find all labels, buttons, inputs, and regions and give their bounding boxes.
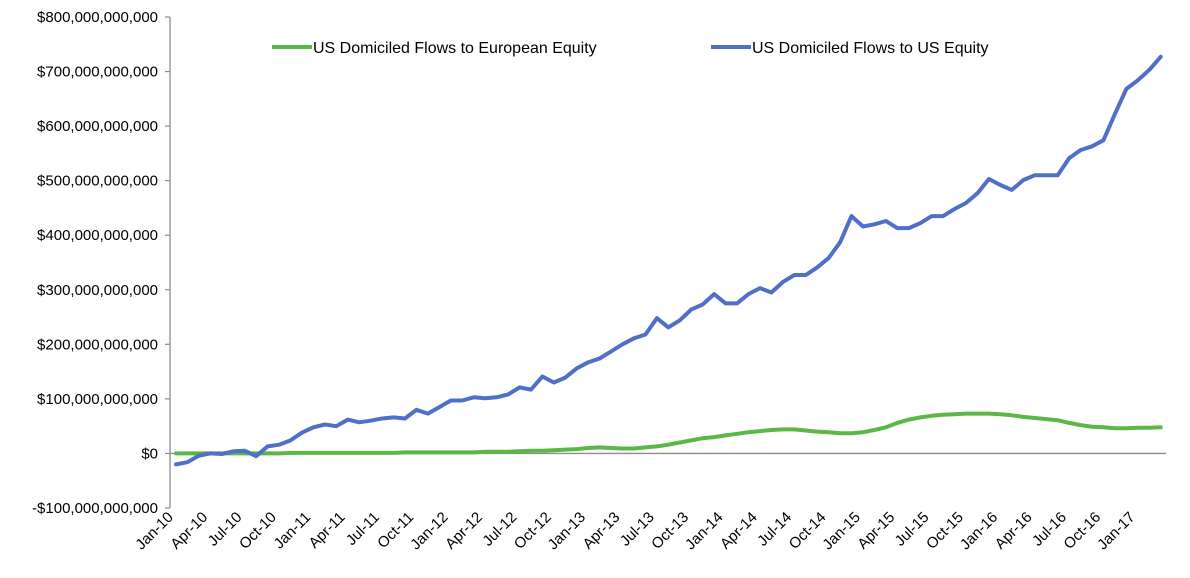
x-tick-label: Jan-15	[819, 509, 863, 553]
x-tick-label: Jan-14	[682, 509, 726, 553]
x-tick-label: Jan-16	[957, 509, 1001, 553]
y-tick-label: $500,000,000,000	[37, 173, 158, 190]
x-tick-label: Apr-11	[306, 509, 349, 552]
y-tick-label: $700,000,000,000	[37, 64, 158, 81]
x-axis: Jan-10Apr-10Jul-10Oct-10Jan-11Apr-11Jul-…	[132, 452, 1166, 553]
y-tick-label: -$100,000,000,000	[32, 500, 158, 517]
legend-label-us-equity: US Domiciled Flows to US Equity	[752, 40, 989, 57]
series-group	[174, 54, 1163, 467]
x-tick-label: Apr-12	[442, 509, 486, 553]
series-line-european-equity	[174, 411, 1163, 456]
y-tick-label: $800,000,000,000	[37, 9, 158, 26]
x-tick-label: Apr-10	[167, 509, 211, 553]
y-tick-label: $200,000,000,000	[37, 336, 158, 353]
series-line-us-equity	[174, 54, 1163, 467]
x-tick-label: Apr-16	[992, 509, 1036, 553]
x-tick-label: Apr-13	[580, 509, 624, 553]
x-tick-label: Jan-12	[407, 509, 451, 553]
y-tick-label: $400,000,000,000	[37, 227, 158, 244]
legend: US Domiciled Flows to European Equity US…	[272, 40, 989, 57]
y-axis: -$100,000,000,000 $0 $100,000,000,000 $200,…	[32, 9, 171, 517]
x-tick-label: Jan-17	[1094, 509, 1138, 553]
x-tick-label: Apr-14	[717, 509, 761, 553]
y-tick-label: $0	[141, 445, 158, 462]
x-tick-label: Oct-10	[236, 509, 280, 553]
legend-label-european-equity: US Domiciled Flows to European Equity	[313, 40, 597, 57]
x-tick-label: Apr-15	[854, 509, 898, 553]
y-tick-label: $100,000,000,000	[37, 391, 158, 408]
y-tick-label: $300,000,000,000	[37, 282, 158, 299]
y-tick-label: $600,000,000,000	[37, 118, 158, 135]
x-tick-label: Jan-13	[545, 509, 589, 553]
x-tick-label: Jan-11	[271, 509, 315, 553]
